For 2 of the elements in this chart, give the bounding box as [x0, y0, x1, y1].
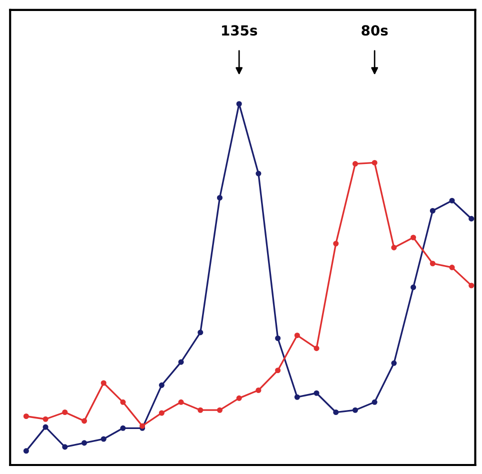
text: 80s [362, 25, 388, 36]
text: 135s [222, 25, 258, 36]
